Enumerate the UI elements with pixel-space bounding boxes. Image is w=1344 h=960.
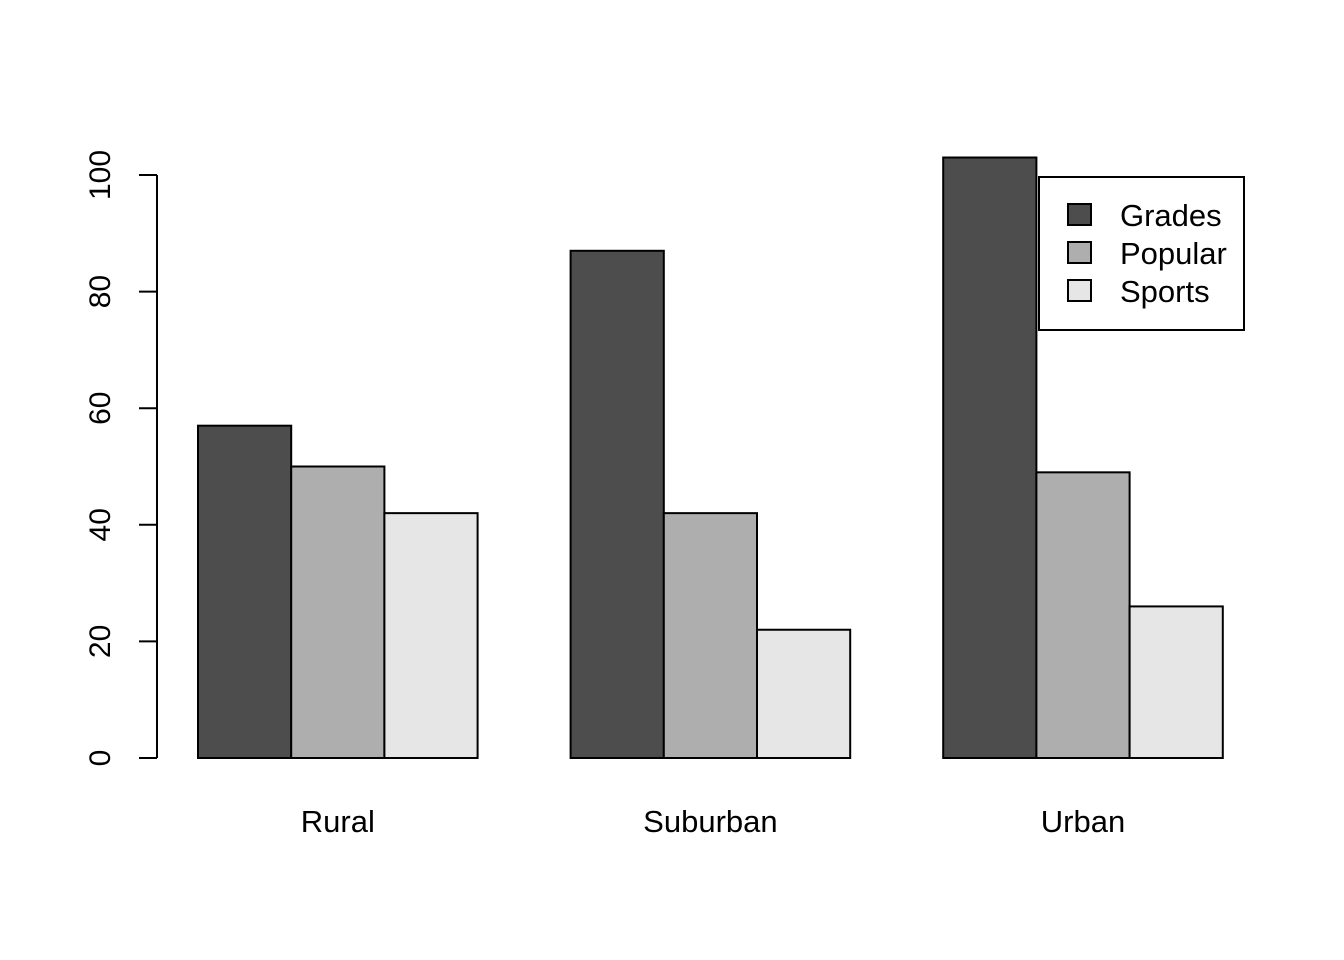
y-tick-label: 60 [84,392,117,425]
y-tick-label: 80 [84,275,117,308]
bar-popular-suburban [662,512,758,760]
bar-popular-rural [290,465,386,759]
bar-grades-rural [197,424,293,759]
x-axis-labels: Rural Suburban Urban [301,804,1125,839]
y-tick-label: 20 [84,625,117,658]
x-tick-label-suburban: Suburban [643,804,777,839]
legend-label-grades: Grades [1120,198,1222,233]
y-tick-label: 100 [84,150,117,200]
bar-grades-suburban [569,249,665,759]
legend-swatch-popular [1067,241,1092,264]
x-tick-label-rural: Rural [301,804,375,839]
legend-label-sports: Sports [1120,274,1210,309]
legend-swatch-grades [1067,203,1092,226]
bar-sports-rural [383,512,479,760]
y-tick-label: 0 [84,750,117,767]
bar-sports-urban [1128,605,1224,759]
legend-swatch-sports [1067,279,1092,302]
legend-label-popular: Popular [1120,236,1227,271]
y-axis: 0 20 40 60 80 100 [84,150,158,767]
bar-sports-suburban [756,628,852,759]
y-tick-label: 40 [84,508,117,541]
bar-popular-urban [1035,471,1131,759]
x-tick-label-urban: Urban [1041,804,1125,839]
bars-group [197,156,1224,760]
bar-grades-urban [942,156,1038,759]
